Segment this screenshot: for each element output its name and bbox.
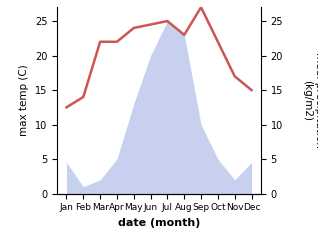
Y-axis label: max temp (C): max temp (C) — [19, 65, 30, 136]
X-axis label: date (month): date (month) — [118, 218, 200, 228]
Y-axis label: med. precipitation
(kg/m2): med. precipitation (kg/m2) — [302, 53, 318, 148]
